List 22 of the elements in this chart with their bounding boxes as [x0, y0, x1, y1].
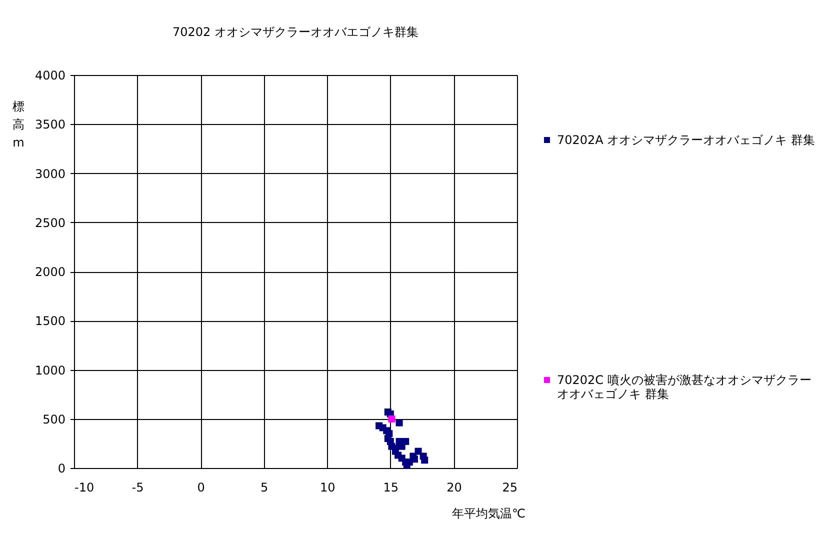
- chart-title: 70202 オオシマザクラーオオバエゴノキ群集: [172, 25, 418, 39]
- x-tick-label: 20: [446, 480, 462, 494]
- x-tick-label: -10: [74, 480, 94, 494]
- y-axis-title: 標高m: [12, 100, 24, 150]
- x-tick-label: -5: [132, 480, 144, 494]
- x-tick-label: 10: [320, 480, 336, 494]
- y-tick-label: 2500: [34, 216, 66, 230]
- y-tick-label: 3000: [34, 166, 66, 181]
- y-tick-label: 4000: [34, 68, 66, 82]
- x-axis-title: 年平均気温℃: [452, 506, 526, 520]
- y-tick-label: 500: [42, 412, 66, 426]
- y-tick-label: 1500: [34, 314, 66, 328]
- x-tick-label: 5: [260, 480, 268, 494]
- y-tick-label: 2000: [34, 265, 66, 279]
- x-tick-label: 15: [383, 480, 399, 494]
- legend-label: 70202A オオシマザクラーオオバェゴノキ 群集: [557, 133, 816, 147]
- y-tick-label: 0: [58, 462, 66, 476]
- x-tick-label: 25: [502, 480, 518, 494]
- y-tick-label: 3500: [34, 118, 66, 132]
- x-tick-label: 0: [197, 480, 205, 494]
- y-tick-label: 1000: [34, 363, 66, 378]
- legend-label: 70202C 噴火の被害が激甚なオオシマザクラーオオバェゴノキ 群集: [557, 373, 812, 401]
